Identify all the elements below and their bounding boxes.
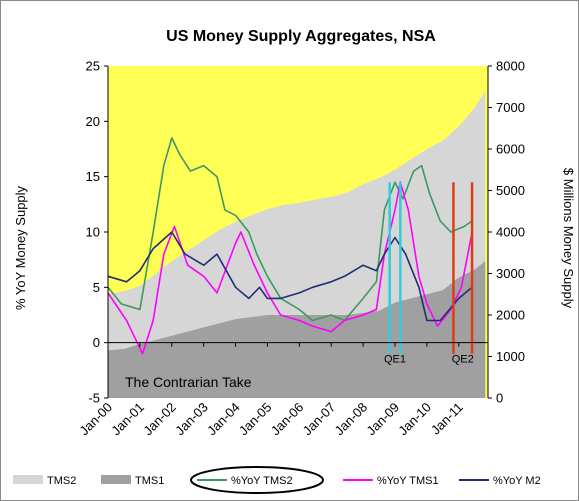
annotation-text: The Contrarian Take — [125, 374, 252, 390]
right-tick-label: 0 — [496, 391, 503, 406]
x-tick-label: Jan-10 — [395, 400, 434, 439]
chart-title: US Money Supply Aggregates, NSA — [166, 28, 436, 45]
x-tick-label: Jan-09 — [363, 400, 402, 439]
qe-markers: QE1 QE2 — [384, 182, 474, 366]
legend-swatch-tms2 — [13, 475, 43, 484]
legend-highlight-circle — [190, 466, 324, 494]
right-tick-label: 4000 — [496, 225, 525, 240]
legend: TMS2 TMS1 %YoY TMS2 %YoY TMS1 %YoY M2 — [13, 466, 541, 494]
x-tick-label: Jan-11 — [428, 400, 466, 438]
y2-axis-label: $ Millions Money Supply — [561, 168, 576, 309]
line--yoy-tms1 — [107, 181, 473, 355]
x-tick-label: Jan-08 — [332, 400, 371, 439]
right-tick-label: 6000 — [496, 142, 525, 157]
x-tick-label: Jan-04 — [204, 400, 243, 439]
line--yoy-m2 — [107, 231, 473, 322]
area-tms1 — [108, 261, 486, 398]
x-tick-label: Jan-05 — [236, 400, 275, 439]
y-axis-label: % YoY Money Supply — [13, 185, 28, 310]
legend-label-tms1: TMS1 — [135, 475, 164, 487]
x-tick-label: Jan-03 — [172, 400, 211, 439]
legend-label-tms2: TMS2 — [47, 475, 76, 487]
right-tick-label: 7000 — [496, 100, 525, 115]
line-series — [107, 137, 473, 355]
legend-label--yoy-tms1: %YoY TMS1 — [377, 475, 439, 487]
left-axis-ticks: -5 0 5 10 15 20 25 — [86, 59, 108, 406]
legend-swatch-tms1 — [101, 475, 131, 484]
line--yoy-tms2 — [107, 137, 473, 322]
right-tick-label: 2000 — [496, 308, 525, 323]
x-tick-label: Jan-07 — [300, 400, 339, 439]
left-tick-label: 0 — [93, 335, 100, 350]
legend-label--yoy-tms2: %YoY TMS2 — [231, 475, 293, 487]
x-tick-label: Jan-01 — [108, 400, 147, 439]
right-tick-label: 8000 — [496, 59, 525, 74]
right-tick-label: 1000 — [496, 349, 525, 364]
left-tick-label: 15 — [86, 169, 100, 184]
qe2-label: QE2 — [452, 354, 474, 366]
qe1-label: QE1 — [384, 354, 406, 366]
left-tick-label: 5 — [93, 280, 100, 295]
x-tick-label: Jan-02 — [140, 400, 179, 439]
left-tick-label: 25 — [86, 59, 100, 74]
left-tick-label: -5 — [88, 391, 100, 406]
area-series — [108, 90, 486, 399]
right-tick-label: 3000 — [496, 266, 525, 281]
right-tick-label: 5000 — [496, 183, 525, 198]
left-tick-label: 20 — [86, 114, 100, 129]
left-tick-label: 10 — [86, 225, 100, 240]
x-tick-label: Jan-06 — [268, 400, 307, 439]
legend-label--yoy-m2: %YoY M2 — [493, 475, 541, 487]
right-axis-ticks: 0 1000 2000 3000 4000 5000 6000 7000 8000 — [488, 59, 525, 406]
